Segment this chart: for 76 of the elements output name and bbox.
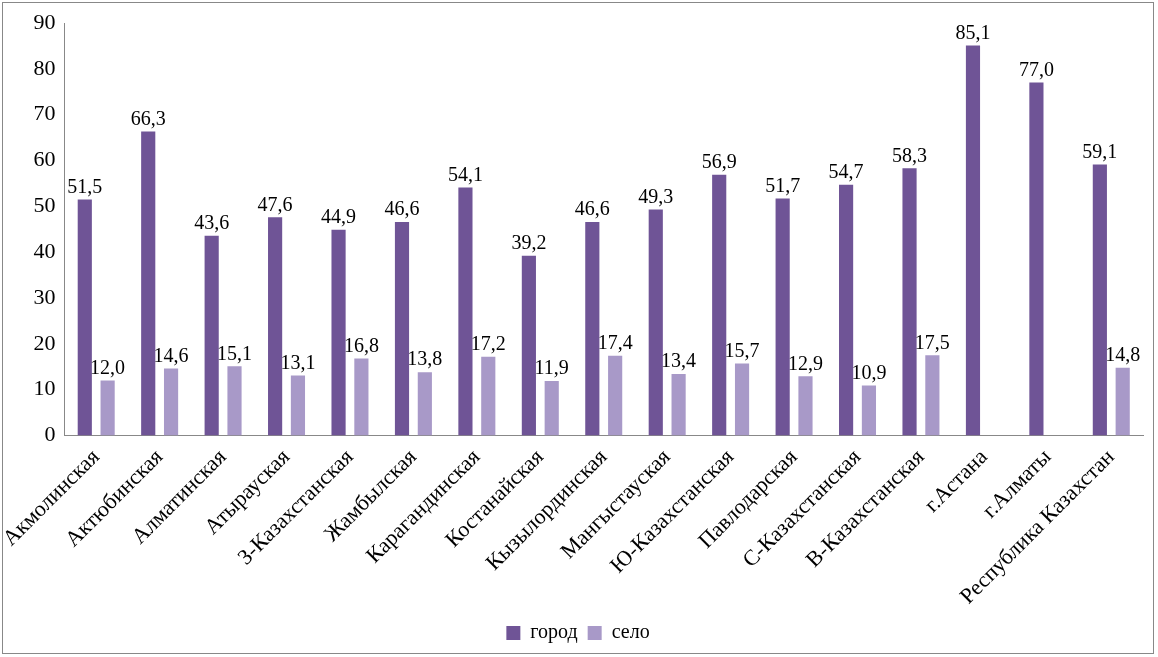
legend-label: город — [530, 620, 578, 644]
data-label: 44,9 — [321, 204, 357, 227]
data-label: 17,5 — [914, 330, 950, 353]
data-label: 43,6 — [194, 210, 230, 233]
data-label: 56,9 — [701, 149, 737, 172]
bar — [671, 374, 686, 436]
data-label: 12,0 — [90, 355, 126, 378]
bar — [1115, 367, 1130, 436]
bar — [331, 229, 346, 436]
data-label: 15,7 — [724, 338, 760, 361]
bar — [965, 45, 981, 436]
bar — [775, 198, 790, 436]
y-tick-label: 10 — [33, 375, 56, 401]
bar — [648, 209, 663, 436]
data-label: 46,6 — [574, 197, 610, 220]
data-label: 10,9 — [851, 360, 887, 383]
bar — [100, 380, 115, 436]
y-tick-label: 20 — [33, 329, 56, 355]
bar — [544, 380, 559, 436]
bar — [354, 358, 369, 436]
data-label: 51,5 — [67, 174, 103, 197]
bar — [1092, 164, 1107, 436]
y-tick-label: 90 — [33, 8, 56, 34]
legend-label: село — [611, 620, 650, 643]
data-label: 14,6 — [153, 343, 189, 366]
bar — [1029, 82, 1044, 436]
data-label: 66,3 — [130, 106, 166, 129]
y-tick-label: 70 — [33, 100, 56, 126]
bar — [204, 235, 219, 436]
data-label: 16,8 — [343, 333, 379, 356]
data-label: 54,7 — [828, 160, 864, 183]
data-label: 49,3 — [638, 184, 674, 207]
bar — [163, 368, 179, 436]
data-label: 12,9 — [787, 351, 823, 374]
bar — [712, 174, 727, 436]
data-label: 47,6 — [257, 192, 293, 215]
data-label: 51,7 — [765, 173, 801, 196]
data-label: 17,2 — [470, 331, 506, 354]
bar — [458, 187, 473, 436]
y-tick-label: 0 — [44, 421, 56, 447]
data-label: 59,1 — [1082, 139, 1118, 162]
y-tick-label: 80 — [33, 54, 56, 80]
bar — [521, 255, 536, 436]
bar — [798, 376, 813, 436]
data-label: 14,8 — [1105, 342, 1141, 365]
data-label: 77,0 — [1018, 57, 1054, 80]
data-label: 11,9 — [534, 356, 569, 379]
bar — [925, 355, 940, 436]
data-label: 15,1 — [217, 341, 253, 364]
bar — [227, 366, 242, 436]
bar — [141, 131, 156, 436]
data-label: 39,2 — [511, 231, 547, 254]
bar — [394, 221, 410, 436]
bar — [268, 217, 283, 436]
bar — [585, 221, 600, 436]
data-label: 46,6 — [384, 197, 420, 220]
y-tick-label: 50 — [33, 192, 56, 218]
data-label: 13,4 — [661, 349, 697, 372]
bar — [734, 363, 750, 436]
bar — [902, 168, 917, 436]
data-label: 54,1 — [447, 162, 483, 185]
data-label: 58,3 — [892, 143, 928, 166]
data-label: 85,1 — [955, 20, 991, 43]
data-label: 13,1 — [280, 350, 316, 373]
y-tick-label: 60 — [33, 146, 56, 172]
bar — [481, 356, 496, 436]
bar — [608, 355, 623, 436]
y-tick-label: 30 — [33, 283, 56, 309]
bar — [839, 184, 854, 436]
data-label: 17,4 — [597, 330, 633, 353]
y-tick-label: 40 — [33, 237, 56, 263]
bar — [417, 372, 432, 436]
bar — [861, 385, 877, 436]
bar — [77, 199, 92, 436]
bar — [290, 375, 306, 436]
data-label: 13,8 — [407, 347, 443, 370]
